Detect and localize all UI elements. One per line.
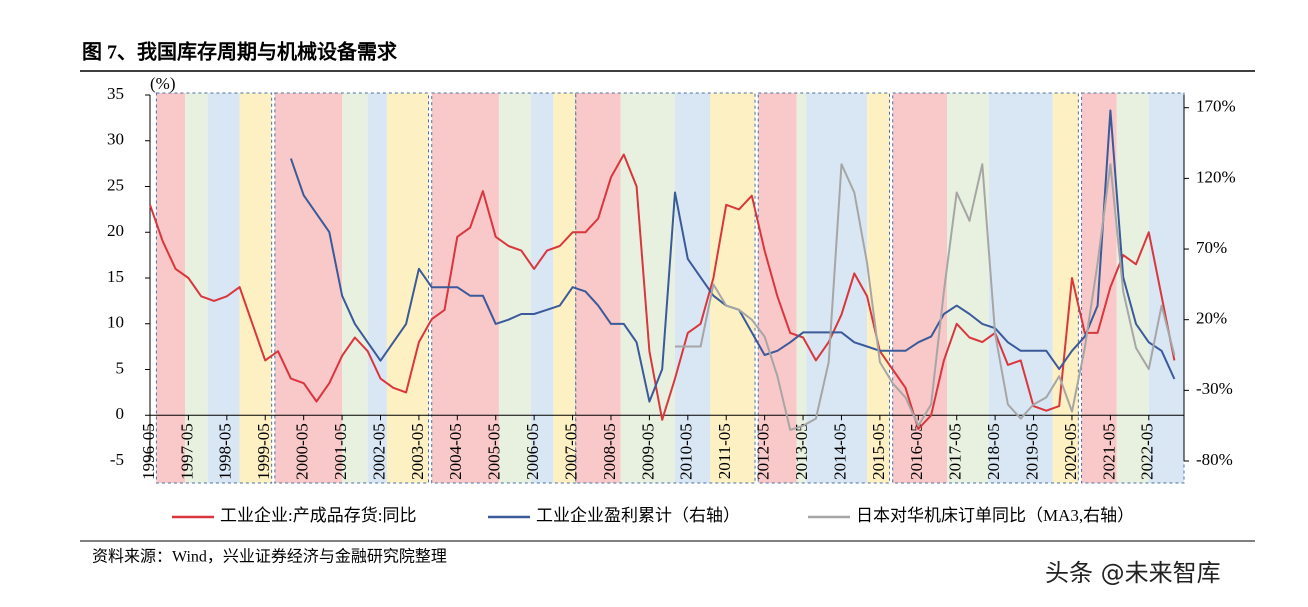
y-tick-label: 25 (107, 175, 124, 194)
phase-band (553, 93, 576, 483)
y-tick-label: 0 (116, 404, 125, 423)
phase-band (1148, 93, 1184, 483)
x-tick-label: 2014-05 (830, 423, 849, 480)
x-tick-label: 2001-05 (331, 423, 350, 480)
x-tick-label: 2007-05 (561, 423, 580, 480)
x-tick-label: 2015-05 (869, 423, 888, 480)
x-tick-label: 2005-05 (485, 423, 504, 480)
chart-title: 图 7、我国库存周期与机械设备需求 (82, 40, 398, 64)
x-tick-label: 2002-05 (369, 423, 388, 480)
phase-band (710, 93, 756, 483)
y-tick-label: 10 (107, 313, 124, 332)
source-note: 资料来源：Wind，兴业证券经济与金融研究院整理 (92, 548, 447, 566)
y-tick-label: 15 (107, 267, 124, 286)
legend-label: 日本对华机床订单同比（MA3,右轴） (856, 506, 1134, 525)
x-tick-label: 1999-05 (254, 423, 273, 480)
x-tick-label: 2000-05 (293, 423, 312, 480)
y-unit: (%) (150, 74, 175, 93)
x-tick-label: 2016-05 (907, 423, 926, 480)
x-tick-label: 2020-05 (1061, 423, 1080, 480)
x-tick-label: 2004-05 (446, 423, 465, 480)
y-tick-label: 5 (116, 358, 125, 377)
x-tick-label: 2012-05 (754, 423, 773, 480)
x-tick-label: 1996-05 (139, 423, 158, 480)
y2-tick-label: -80% (1196, 450, 1233, 469)
phase-band (675, 93, 711, 483)
phase-band (530, 93, 554, 483)
x-tick-label: 2008-05 (600, 423, 619, 480)
phase-band (498, 93, 531, 483)
x-tick-label: 2018-05 (984, 423, 1003, 480)
phase-band (892, 93, 948, 483)
phase-band (867, 93, 890, 483)
phase-band (239, 93, 272, 483)
x-tick-label: 2021-05 (1099, 423, 1118, 480)
x-tick-label: 1998-05 (216, 423, 235, 480)
x-tick-label: 2013-05 (792, 423, 811, 480)
legend-label: 工业企业:产成品存货:同比 (220, 506, 416, 525)
phase-band (386, 93, 429, 483)
phase-band (342, 93, 368, 483)
y2-tick-label: 120% (1196, 167, 1236, 186)
x-tick-label: 2009-05 (638, 423, 657, 480)
cycle-box (274, 92, 430, 484)
phase-band (947, 93, 989, 483)
phase-band (575, 93, 621, 483)
x-tick-label: 2017-05 (946, 423, 965, 480)
x-tick-label: 2022-05 (1138, 423, 1157, 480)
y-tick-label: -5 (110, 450, 124, 469)
series-line (675, 163, 1176, 431)
y2-tick-label: 170% (1196, 97, 1236, 116)
x-tick-label: 2003-05 (408, 423, 427, 480)
series-line (149, 153, 1176, 430)
y-tick-label: 30 (107, 130, 124, 149)
phase-band (796, 93, 807, 483)
phase-band (156, 93, 186, 483)
legend-label: 工业企业盈利累计（右轴） (536, 506, 740, 525)
x-tick-label: 2019-05 (1022, 423, 1041, 480)
phase-band (274, 93, 343, 483)
y2-tick-label: -30% (1196, 379, 1233, 398)
phase-band (367, 93, 387, 483)
phase-band (207, 93, 240, 483)
x-tick-label: 1997-05 (177, 423, 196, 480)
y2-tick-label: 20% (1196, 309, 1227, 328)
watermark: 头条 @未来智库 (1045, 559, 1221, 587)
cycle-box (892, 92, 1079, 484)
x-tick-label: 2010-05 (677, 423, 696, 480)
cycle-box (757, 92, 890, 484)
y-tick-label: 35 (107, 84, 124, 103)
phase-band (620, 93, 676, 483)
x-tick-label: 2006-05 (523, 423, 542, 480)
y-tick-label: 20 (107, 221, 124, 240)
y2-tick-label: 70% (1196, 238, 1227, 257)
x-tick-label: 2011-05 (715, 423, 734, 479)
cycle-box (431, 92, 577, 484)
